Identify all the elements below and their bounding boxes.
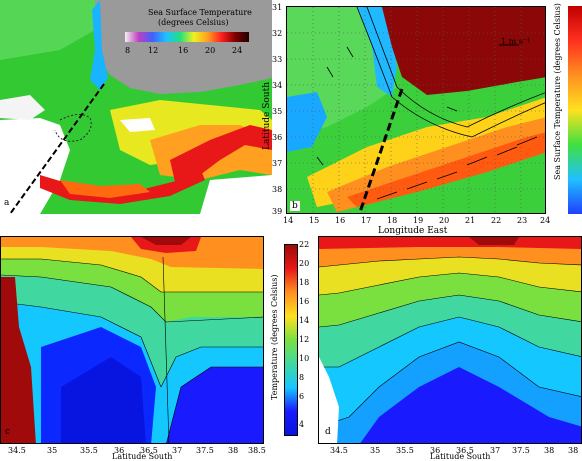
- panel-d-xtick-34.5: 34.5: [330, 446, 348, 455]
- temp-cbar-tick-4: 4: [299, 420, 305, 429]
- panel-c-xtick-37.5: 37.5: [196, 446, 214, 455]
- panel-b-xtick-24: 24: [540, 216, 551, 225]
- panel-b-ytick-34: 34: [272, 81, 283, 90]
- panel-c-xtick-35.5: 35.5: [80, 446, 98, 455]
- panel-a-sst-map: Sea Surface Temperature (degrees Celsius…: [0, 0, 272, 214]
- panel-d-xtick-37: 37: [490, 446, 501, 455]
- panel-a-cbar-tick-16: 16: [178, 46, 189, 55]
- panel-a-colorbar-title-1: Sea Surface Temperature: [148, 8, 252, 17]
- panel-b-label: b: [290, 201, 300, 211]
- temp-colorbar-label: Temperature (degrees Celsius): [270, 274, 279, 400]
- panel-d-section-graphic: [319, 237, 581, 443]
- temperature-colorbar: [284, 244, 298, 436]
- panel-b-ytick-36: 36: [272, 133, 283, 142]
- temp-cbar-tick-6: 6: [299, 392, 305, 401]
- panel-b-ytick-39: 39: [272, 207, 283, 216]
- panel-b-xtick-18: 18: [387, 216, 398, 225]
- panel-d-xlabel: Latitude South: [430, 452, 491, 461]
- panel-b-xtick-22: 22: [491, 216, 502, 225]
- panel-c-section-graphic: [1, 237, 263, 443]
- panel-d-temperature-section: d: [318, 236, 582, 444]
- panel-a-colorbar: [125, 32, 249, 42]
- panel-c-label: c: [5, 427, 11, 437]
- panel-c-xtick-36: 36: [114, 446, 125, 455]
- panel-a-cbar-tick-20: 20: [205, 46, 216, 55]
- panel-b-xtick-15: 15: [309, 216, 320, 225]
- panel-b-ytick-37: 37: [272, 159, 283, 168]
- panel-b-colorbar-label: Sea Surface Temperature (degrees Celsius…: [553, 3, 562, 180]
- panel-c-temperature-section: c: [0, 236, 264, 444]
- panel-a-label: a: [2, 198, 12, 208]
- panel-c-xtick-38.5: 38.5: [248, 446, 266, 455]
- temp-cbar-tick-8: 8: [299, 373, 305, 382]
- panel-d-xtick-38: 38: [544, 446, 555, 455]
- panel-b-ytick-35: 35: [272, 107, 283, 116]
- panel-d-xtick-38b: 38: [568, 446, 579, 455]
- panel-c-xlabel: Latitude South: [112, 452, 173, 461]
- panel-d-xtick-36: 36: [430, 446, 441, 455]
- panel-b-ytick-31: 31: [272, 3, 283, 12]
- panel-c-xtick-34.5: 34.5: [8, 446, 26, 455]
- panel-c-xtick-36.5: 36.5: [140, 446, 158, 455]
- panel-d-xtick-35: 35: [370, 446, 381, 455]
- panel-b-ylabel: Latitude South: [262, 82, 272, 150]
- panel-c-xtick-35: 35: [47, 446, 58, 455]
- panel-b-colorbar: [568, 6, 582, 214]
- panel-b-xtick-19: 19: [413, 216, 424, 225]
- panel-b-vector-scale: 1 m s⁻¹: [501, 37, 531, 46]
- temp-cbar-tick-20: 20: [299, 259, 310, 268]
- panel-a-colorbar-title-2: (degrees Celsius): [158, 18, 229, 27]
- panel-d-label: d: [323, 427, 333, 437]
- temp-cbar-tick-12: 12: [299, 335, 310, 344]
- panel-b-xtick-21: 21: [465, 216, 476, 225]
- panel-a-cbar-tick-24: 24: [232, 46, 243, 55]
- panel-b-xtick-23: 23: [517, 216, 528, 225]
- temp-cbar-tick-16: 16: [299, 297, 310, 306]
- panel-b-map-graphic: [287, 7, 545, 213]
- panel-b-xlabel: Longitude East: [378, 226, 448, 236]
- panel-d-xtick-36.5: 36.5: [456, 446, 474, 455]
- panel-b-xtick-17: 17: [361, 216, 372, 225]
- temp-cbar-tick-18: 18: [299, 278, 310, 287]
- panel-c-xtick-38: 38: [228, 446, 239, 455]
- panel-d-xtick-37.5: 37.5: [512, 446, 530, 455]
- temp-cbar-tick-10: 10: [299, 354, 310, 363]
- panel-b-ytick-38: 38: [272, 185, 283, 194]
- panel-b-xtick-16: 16: [335, 216, 346, 225]
- panel-b-xtick-14: 14: [283, 216, 294, 225]
- panel-c-xtick-37: 37: [172, 446, 183, 455]
- panel-b-ytick-32: 32: [272, 29, 283, 38]
- temp-cbar-tick-14: 14: [299, 316, 310, 325]
- panel-d-xtick-35.5: 35.5: [396, 446, 414, 455]
- panel-b-ytick-33: 33: [272, 55, 283, 64]
- panel-a-cbar-tick-8: 8: [125, 46, 131, 55]
- panel-b-xtick-20: 20: [439, 216, 450, 225]
- panel-b-vector-map: 1 m s⁻¹ b: [286, 6, 546, 214]
- temp-cbar-tick-22: 22: [299, 240, 310, 249]
- panel-a-cbar-tick-12: 12: [148, 46, 159, 55]
